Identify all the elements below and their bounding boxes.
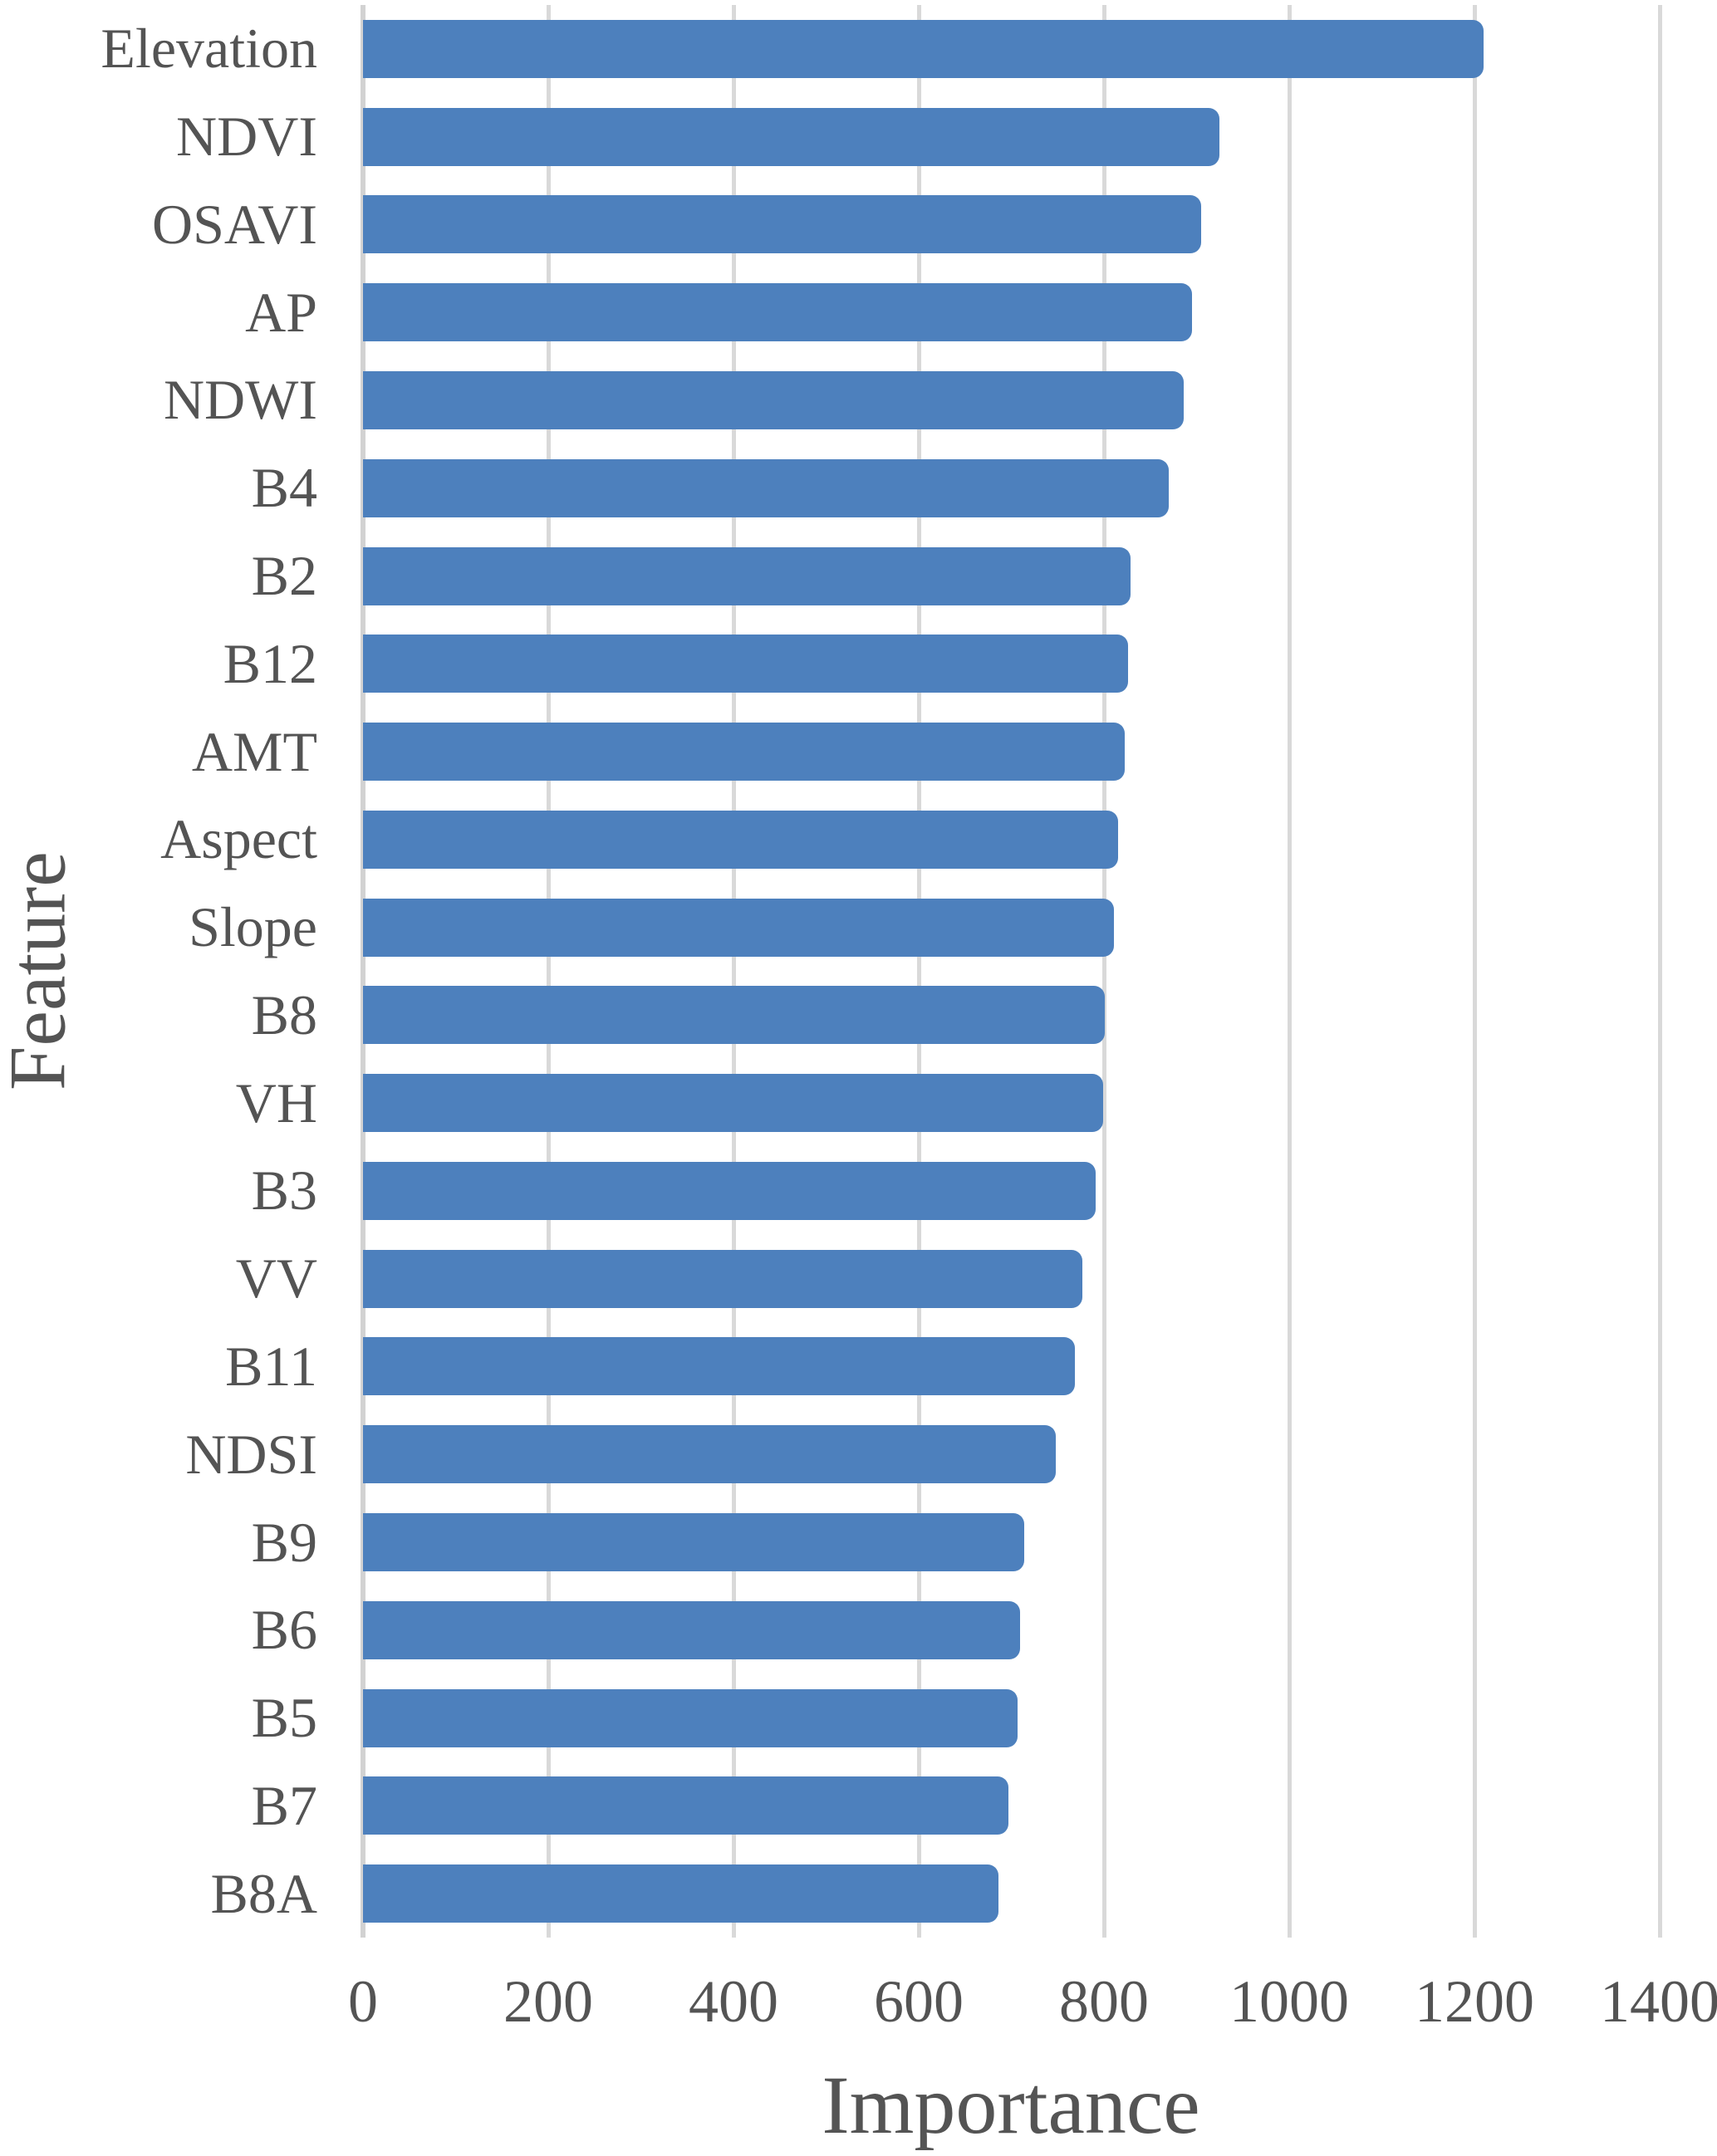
bar-row (363, 444, 1660, 532)
bar-row (363, 268, 1660, 356)
bar-B12 (363, 635, 1128, 693)
y-axis-label-NDSI: NDSI (185, 1422, 317, 1486)
y-axis-label-AMT: AMT (191, 719, 317, 783)
bar-row (363, 796, 1660, 884)
bar-row (363, 1586, 1660, 1674)
y-axis-label-B5: B5 (251, 1686, 317, 1750)
bar-row (363, 93, 1660, 181)
bar-NDVI (363, 107, 1220, 166)
bar-row (363, 1410, 1660, 1498)
gridline-x-1200 (1472, 5, 1477, 1938)
y-axis-label-B2: B2 (251, 544, 317, 607)
gridline-x-1000 (1287, 5, 1292, 1938)
y-axis-label-Slope: Slope (189, 895, 317, 959)
bar-row (363, 1674, 1660, 1762)
bar-row (363, 181, 1660, 269)
y-axis-label-NDVI: NDVI (176, 105, 317, 169)
y-axis-label-OSAVI: OSAVI (151, 192, 317, 256)
y-axis-label-B6: B6 (251, 1598, 317, 1662)
bar-row (363, 5, 1660, 93)
bar-Elevation (363, 19, 1484, 78)
bar-row (363, 708, 1660, 796)
y-axis-label-VH: VH (235, 1071, 317, 1134)
x-axis-title: Importance (822, 2059, 1200, 2151)
y-axis-label-B3: B3 (251, 1159, 317, 1223)
bar-NDWI (363, 370, 1184, 429)
y-axis-label-B8: B8 (251, 982, 317, 1046)
bar-B7 (363, 1776, 1009, 1835)
bar-B9 (363, 1513, 1025, 1571)
bar-row (363, 532, 1660, 620)
bar-B5 (363, 1688, 1018, 1747)
x-tick-label-800: 800 (1059, 1968, 1149, 2035)
bar-row (363, 972, 1660, 1060)
bar-row (363, 1498, 1660, 1586)
y-axis-label-B12: B12 (223, 631, 317, 695)
bar-Aspect (363, 810, 1118, 869)
y-axis-label-NDWI: NDWI (163, 368, 317, 432)
gridline-x-400 (731, 5, 736, 1938)
bar-B6 (363, 1600, 1020, 1659)
bar-row (363, 1235, 1660, 1323)
bar-AMT (363, 723, 1125, 782)
y-axis-label-AP: AP (245, 280, 317, 344)
y-axis-label-VV: VV (235, 1247, 317, 1311)
x-tick-label-1400: 1400 (1600, 1968, 1717, 2035)
bar-B3 (363, 1161, 1096, 1220)
bar-B8 (363, 986, 1106, 1045)
x-tick-label-0: 0 (348, 1968, 378, 2035)
bar-AP (363, 283, 1192, 342)
bar-row (363, 1762, 1660, 1850)
bar-Slope (363, 898, 1115, 957)
y-axis-line (361, 5, 365, 1938)
bar-VH (363, 1074, 1103, 1133)
bar-B11 (363, 1337, 1076, 1396)
y-axis-label-Aspect: Aspect (160, 807, 317, 871)
y-axis-label-B7: B7 (251, 1773, 317, 1837)
x-tick-label-1200: 1200 (1415, 1968, 1534, 2035)
bar-B8A (363, 1864, 998, 1923)
bar-row (363, 356, 1660, 444)
bar-row (363, 884, 1660, 972)
bar-row (363, 620, 1660, 708)
y-axis-label-Elevation: Elevation (101, 17, 317, 81)
y-axis-label-B8A: B8A (210, 1861, 317, 1925)
bar-VV (363, 1249, 1083, 1308)
gridline-x-200 (546, 5, 551, 1938)
bar-B4 (363, 458, 1170, 517)
bar-row (363, 1147, 1660, 1235)
gridline-x-800 (1101, 5, 1106, 1938)
bar-NDSI (363, 1425, 1057, 1484)
bar-row (363, 1850, 1660, 1938)
bar-B2 (363, 546, 1131, 605)
bar-row (363, 1323, 1660, 1411)
x-tick-label-1000: 1000 (1229, 1968, 1349, 2035)
plot-area (361, 5, 1662, 1938)
y-axis-label-B11: B11 (225, 1334, 317, 1398)
bar-OSAVI (363, 195, 1202, 254)
y-axis-label-B4: B4 (251, 456, 317, 520)
bar-row (363, 1059, 1660, 1147)
gridline-x-600 (916, 5, 921, 1938)
x-tick-label-200: 200 (503, 1968, 593, 2035)
x-tick-label-400: 400 (689, 1968, 778, 2035)
x-tick-label-600: 600 (874, 1968, 964, 2035)
y-axis-label-B9: B9 (251, 1510, 317, 1574)
gridline-x-1400 (1657, 5, 1662, 1938)
